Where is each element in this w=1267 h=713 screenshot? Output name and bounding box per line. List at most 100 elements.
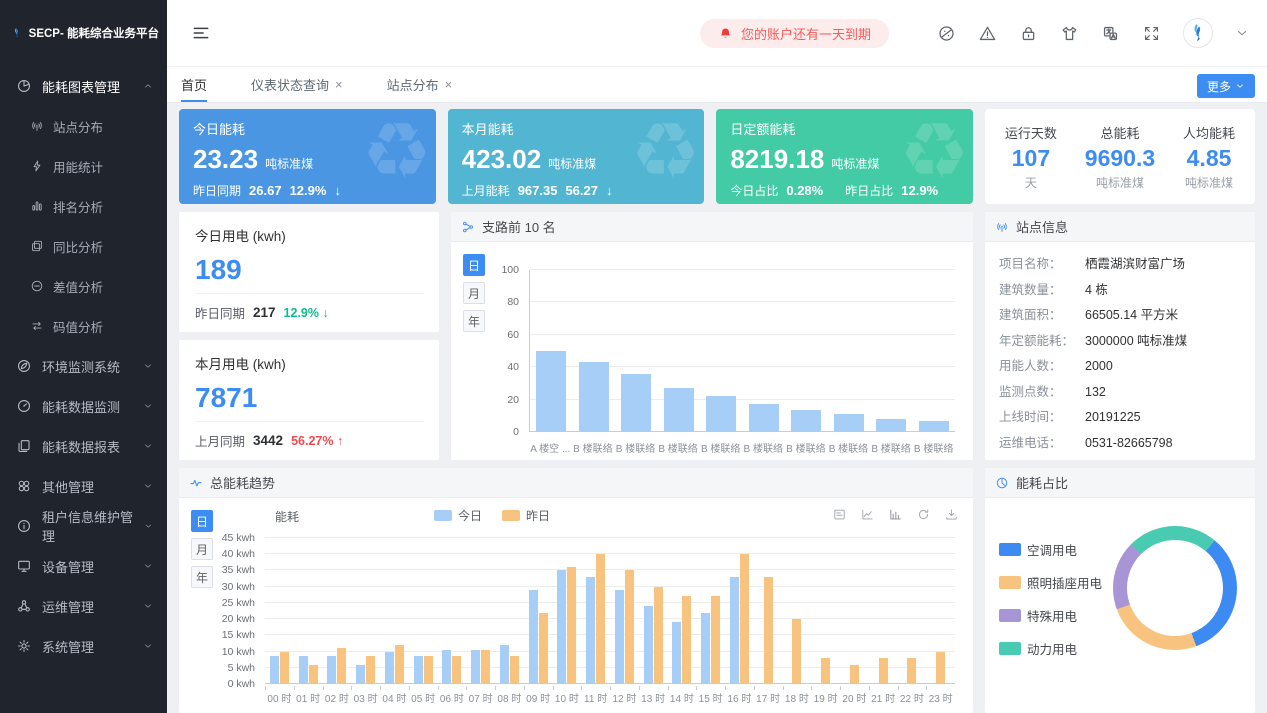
trend-today-bar-12[interactable] — [614, 589, 624, 684]
tab-home[interactable]: 首页 — [181, 67, 208, 102]
sidebar-item-4[interactable]: 其他管理 — [0, 466, 167, 506]
pie-legend-空调用电[interactable]: 空调用电 — [999, 540, 1102, 559]
trend-yesterday-bar-13[interactable] — [653, 586, 663, 684]
trend-yesterday-bar-2[interactable] — [337, 648, 347, 684]
close-icon[interactable]: × — [444, 77, 453, 92]
branch-tab-年[interactable]: 年 — [463, 310, 485, 332]
trend-today-bar-1[interactable] — [298, 656, 308, 684]
chevron-down-icon[interactable] — [1235, 26, 1249, 40]
trend-yesterday-bar-9[interactable] — [538, 612, 548, 684]
trend-yesterday-bar-16[interactable] — [739, 554, 749, 684]
lock-icon[interactable] — [1019, 24, 1038, 43]
sidebar-subitem-0-1[interactable]: 用能统计 — [0, 146, 167, 186]
data-view-icon[interactable] — [832, 507, 847, 522]
branch-bar-8[interactable] — [876, 419, 907, 432]
sidebar-item-2[interactable]: 能耗数据监测 — [0, 386, 167, 426]
trend-yesterday-bar-15[interactable] — [711, 596, 721, 684]
trend-yesterday-bar-6[interactable] — [452, 656, 462, 684]
trend-yesterday-bar-7[interactable] — [481, 649, 491, 684]
pie-legend-特殊用电[interactable]: 特殊用电 — [999, 606, 1102, 625]
download-icon[interactable] — [944, 507, 959, 522]
trend-yesterday-bar-1[interactable] — [308, 664, 318, 684]
sidebar-item-0[interactable]: 能耗图表管理 — [0, 66, 167, 106]
trend-today-bar-15[interactable] — [701, 612, 711, 684]
branch-tab-月[interactable]: 月 — [463, 282, 485, 304]
trend-today-bar-7[interactable] — [471, 649, 481, 684]
trend-yesterday-bar-11[interactable] — [596, 554, 606, 684]
trend-today-bar-13[interactable] — [643, 606, 653, 684]
branch-bar-7[interactable] — [833, 414, 864, 432]
branch-tab-日[interactable]: 日 — [463, 254, 485, 276]
trend-tab-年[interactable]: 年 — [191, 566, 213, 588]
trend-today-bar-2[interactable] — [327, 656, 337, 684]
kpi-card-daily-quota[interactable]: 日定额能耗 8219.18 吨标准煤 今日占比 0.28% 昨日占比 12.9%… — [716, 109, 974, 204]
close-icon[interactable]: × — [335, 77, 343, 92]
branch-bar-6[interactable] — [791, 410, 822, 432]
sidebar-item-5[interactable]: 租户信息维护管理 — [0, 506, 167, 546]
energy-share-donut[interactable] — [1113, 526, 1237, 650]
sidebar-item-6[interactable]: 设备管理 — [0, 546, 167, 586]
sidebar-item-7[interactable]: 运维管理 — [0, 586, 167, 626]
kpi-card-month-energy[interactable]: 本月能耗 423.02 吨标准煤 上月能耗 967.35 56.27 ↓ ♻ — [447, 109, 705, 204]
theme-icon[interactable] — [937, 24, 956, 43]
translate-icon[interactable] — [1101, 24, 1120, 43]
trend-today-bar-3[interactable] — [356, 664, 366, 684]
trend-yesterday-bar-20[interactable] — [849, 664, 859, 684]
pie-legend-照明插座用电[interactable]: 照明插座用电 — [999, 573, 1102, 592]
pie-legend-动力用电[interactable]: 动力用电 — [999, 639, 1102, 658]
branch-bar-9[interactable] — [918, 421, 949, 432]
trend-yesterday-bar-3[interactable] — [366, 656, 376, 684]
kpi-card-today-energy[interactable]: 今日能耗 23.23 吨标准煤 昨日同期 26.67 12.9% ↓ ♻ — [179, 109, 436, 204]
trend-yesterday-bar-14[interactable] — [682, 596, 692, 684]
trend-yesterday-bar-0[interactable] — [279, 651, 289, 684]
sidebar-item-8[interactable]: 系统管理 — [0, 626, 167, 666]
branch-bar-3[interactable] — [663, 388, 694, 432]
line-chart-icon[interactable] — [860, 507, 875, 522]
sidebar-subitem-0-2[interactable]: 排名分析 — [0, 186, 167, 226]
branch-bar-1[interactable] — [578, 361, 609, 432]
trend-yesterday-bar-19[interactable] — [821, 658, 831, 684]
trend-today-bar-11[interactable] — [586, 576, 596, 684]
branch-bar-2[interactable] — [621, 373, 652, 432]
collapse-menu-icon[interactable] — [191, 23, 211, 43]
sidebar-item-3[interactable]: 能耗数据报表 — [0, 426, 167, 466]
branch-bar-4[interactable] — [706, 395, 737, 432]
trend-yesterday-bar-23[interactable] — [936, 651, 946, 684]
legend-今日[interactable]: 今日 — [434, 507, 482, 524]
warning-icon[interactable] — [978, 24, 997, 43]
branch-bar-5[interactable] — [748, 404, 779, 432]
shirt-icon[interactable] — [1060, 24, 1079, 43]
bar-chart-icon[interactable] — [888, 507, 903, 522]
trend-yesterday-bar-10[interactable] — [567, 567, 577, 684]
sidebar-subitem-0-0[interactable]: 站点分布 — [0, 106, 167, 146]
branch-bar-0[interactable] — [536, 351, 567, 432]
trend-yesterday-bar-18[interactable] — [792, 619, 802, 684]
trend-today-bar-16[interactable] — [729, 576, 739, 684]
avatar[interactable] — [1183, 18, 1213, 48]
trend-yesterday-bar-8[interactable] — [509, 656, 519, 684]
trend-today-bar-0[interactable] — [269, 656, 279, 684]
sidebar-subitem-0-5[interactable]: 码值分析 — [0, 306, 167, 346]
trend-yesterday-bar-4[interactable] — [394, 645, 404, 684]
trend-yesterday-bar-5[interactable] — [423, 656, 433, 684]
trend-today-bar-4[interactable] — [384, 651, 394, 684]
more-button[interactable]: 更多 — [1196, 74, 1255, 98]
refresh-icon[interactable] — [916, 507, 931, 522]
trend-today-bar-5[interactable] — [413, 656, 423, 684]
trend-yesterday-bar-22[interactable] — [907, 658, 917, 684]
account-expiry-notice[interactable]: 您的账户还有一天到期 — [699, 18, 889, 48]
trend-yesterday-bar-17[interactable] — [763, 576, 773, 684]
trend-yesterday-bar-12[interactable] — [624, 570, 634, 684]
sidebar-subitem-0-4[interactable]: 差值分析 — [0, 266, 167, 306]
trend-today-bar-10[interactable] — [557, 570, 567, 684]
sidebar-item-1[interactable]: 环境监测系统 — [0, 346, 167, 386]
sidebar-subitem-0-3[interactable]: 同比分析 — [0, 226, 167, 266]
tab-meter-status[interactable]: 仪表状态查询 × — [251, 77, 343, 93]
tab-site-distribution[interactable]: 站点分布 × — [386, 77, 453, 93]
trend-yesterday-bar-21[interactable] — [878, 658, 888, 684]
fullscreen-icon[interactable] — [1142, 24, 1161, 43]
trend-tab-月[interactable]: 月 — [191, 538, 213, 560]
trend-today-bar-8[interactable] — [499, 645, 509, 684]
trend-today-bar-14[interactable] — [672, 622, 682, 684]
legend-昨日[interactable]: 昨日 — [502, 507, 550, 524]
